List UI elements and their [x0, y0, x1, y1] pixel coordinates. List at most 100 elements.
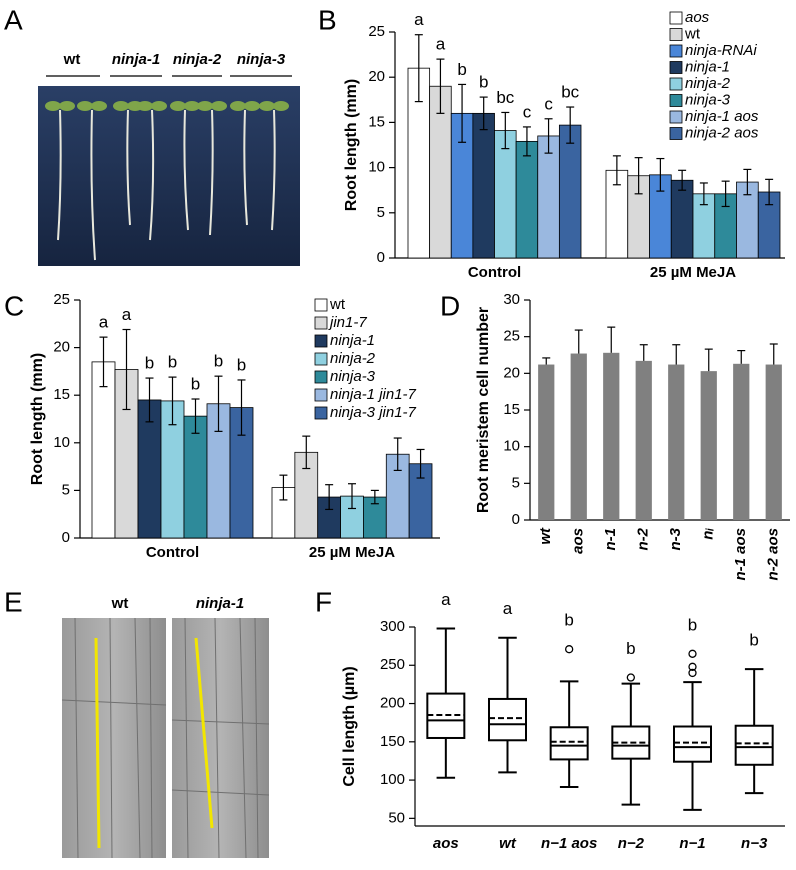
- significance-letter: b: [564, 611, 573, 630]
- significance-letter: b: [457, 60, 466, 79]
- y-tick-label: 100: [380, 771, 405, 788]
- legend-label: ninja-3: [330, 368, 376, 385]
- x-tick-label: 25 µM MeJA: [650, 264, 736, 281]
- panel-label: A: [4, 4, 23, 35]
- legend-swatch: [669, 44, 683, 58]
- y-tick-label: 5: [377, 204, 385, 221]
- outlier: [626, 673, 635, 682]
- y-axis-label: Cell length (µm): [341, 666, 358, 786]
- significance-letter: c: [544, 94, 553, 113]
- y-axis-label: Root meristem cell number: [475, 307, 492, 513]
- genotype-label: ninja-1: [112, 51, 160, 68]
- significance-letter: b: [626, 639, 635, 658]
- y-tick-label: 0: [62, 529, 70, 546]
- x-tick-label: n-2 aos: [765, 528, 782, 581]
- x-tick-label: nᵢ: [700, 528, 717, 540]
- genotype-label: wt: [111, 595, 129, 612]
- significance-letter: bc: [496, 88, 514, 107]
- y-tick-label: 20: [53, 339, 70, 356]
- significance-letter: bc: [561, 83, 579, 102]
- bar: [700, 371, 717, 520]
- genotype-label: wt: [63, 51, 81, 68]
- bar: [537, 135, 560, 259]
- y-tick-label: 15: [368, 113, 385, 130]
- legend-label: ninja-1 jin1-7: [330, 386, 417, 403]
- legend-swatch: [314, 298, 328, 312]
- bar: [668, 364, 685, 520]
- significance-letter: a: [99, 313, 109, 332]
- significance-letter: a: [441, 590, 451, 609]
- y-tick-label: 25: [368, 23, 385, 40]
- significance-letter: b: [145, 354, 154, 373]
- x-tick-label: n−1 aos: [541, 835, 597, 852]
- panel-label: D: [440, 290, 460, 321]
- x-tick-label: n-1: [602, 528, 619, 551]
- outlier: [565, 645, 574, 654]
- y-tick-label: 10: [503, 438, 520, 455]
- legend-label: ninja-1: [685, 58, 730, 75]
- panel-label: C: [4, 290, 24, 321]
- x-tick-label: aos: [433, 835, 459, 852]
- y-tick-label: 250: [380, 656, 405, 673]
- legend-swatch: [669, 28, 683, 41]
- y-tick-label: 300: [380, 618, 405, 635]
- legend-label: ninja-RNAi: [685, 42, 757, 59]
- legend-label: ninja-1: [330, 332, 375, 349]
- bar: [733, 363, 750, 520]
- significance-letter: c: [523, 102, 532, 121]
- legend-swatch: [669, 127, 683, 140]
- significance-letter: b: [479, 73, 488, 92]
- y-tick-label: 0: [377, 249, 385, 266]
- outlier: [688, 649, 697, 658]
- y-tick-label: 0: [512, 511, 520, 528]
- legend-label: ninja-3 jin1-7: [330, 404, 417, 421]
- x-tick-label: n−1: [679, 835, 705, 852]
- panel-label: B: [318, 4, 337, 35]
- bar: [538, 364, 555, 520]
- y-tick-label: 50: [388, 809, 405, 826]
- genotype-label: ninja-2: [173, 51, 222, 68]
- box: [734, 724, 774, 766]
- bar: [635, 360, 652, 520]
- significance-letter: a: [122, 305, 132, 324]
- y-tick-label: 5: [62, 481, 70, 498]
- x-tick-label: n-2: [635, 527, 652, 550]
- y-tick-label: 25: [53, 291, 70, 308]
- bar: [558, 124, 582, 259]
- y-tick-label: 20: [368, 68, 385, 85]
- legend-label: ninja-2: [330, 350, 376, 367]
- legend-label: ninja-2 aos: [685, 124, 759, 141]
- bar: [183, 415, 208, 539]
- significance-letter: a: [436, 35, 446, 54]
- legend-swatch: [314, 370, 328, 384]
- box: [673, 725, 712, 763]
- x-tick-label: n−2: [618, 835, 645, 852]
- significance-letter: b: [214, 352, 223, 371]
- genotype-label: ninja-3: [237, 51, 286, 68]
- legend-swatch: [669, 61, 683, 74]
- legend-swatch: [669, 11, 683, 25]
- box: [488, 697, 527, 742]
- significance-letter: b: [237, 355, 246, 374]
- x-tick-label: n-1 aos: [732, 528, 749, 581]
- bar: [472, 112, 495, 259]
- x-tick-label: n-3: [667, 527, 684, 550]
- legend-label: jin1-7: [328, 314, 367, 331]
- y-tick-label: 150: [380, 733, 405, 750]
- x-tick-label: aos: [570, 528, 587, 554]
- legend-swatch: [314, 316, 328, 330]
- legend-label: ninja-2: [685, 75, 731, 92]
- legend-swatch: [314, 406, 328, 420]
- legend-swatch: [669, 77, 683, 91]
- significance-letter: a: [503, 599, 513, 618]
- legend-label: wt: [329, 296, 346, 313]
- legend-swatch: [669, 110, 683, 124]
- x-tick-label: 25 µM MeJA: [309, 544, 395, 561]
- significance-letter: b: [688, 615, 697, 634]
- y-axis-label: Root length (mm): [343, 79, 360, 211]
- significance-letter: a: [414, 10, 424, 29]
- box: [549, 726, 589, 761]
- y-tick-label: 25: [503, 328, 520, 345]
- bar: [670, 179, 694, 259]
- bar: [515, 140, 539, 259]
